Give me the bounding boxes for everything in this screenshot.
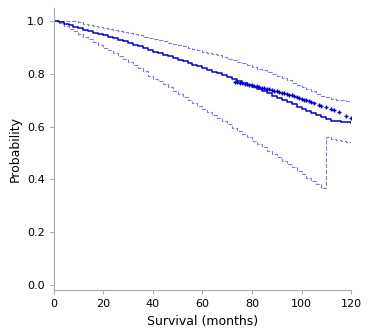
X-axis label: Survival (months): Survival (months) — [147, 315, 258, 328]
Y-axis label: Probability: Probability — [9, 116, 21, 182]
